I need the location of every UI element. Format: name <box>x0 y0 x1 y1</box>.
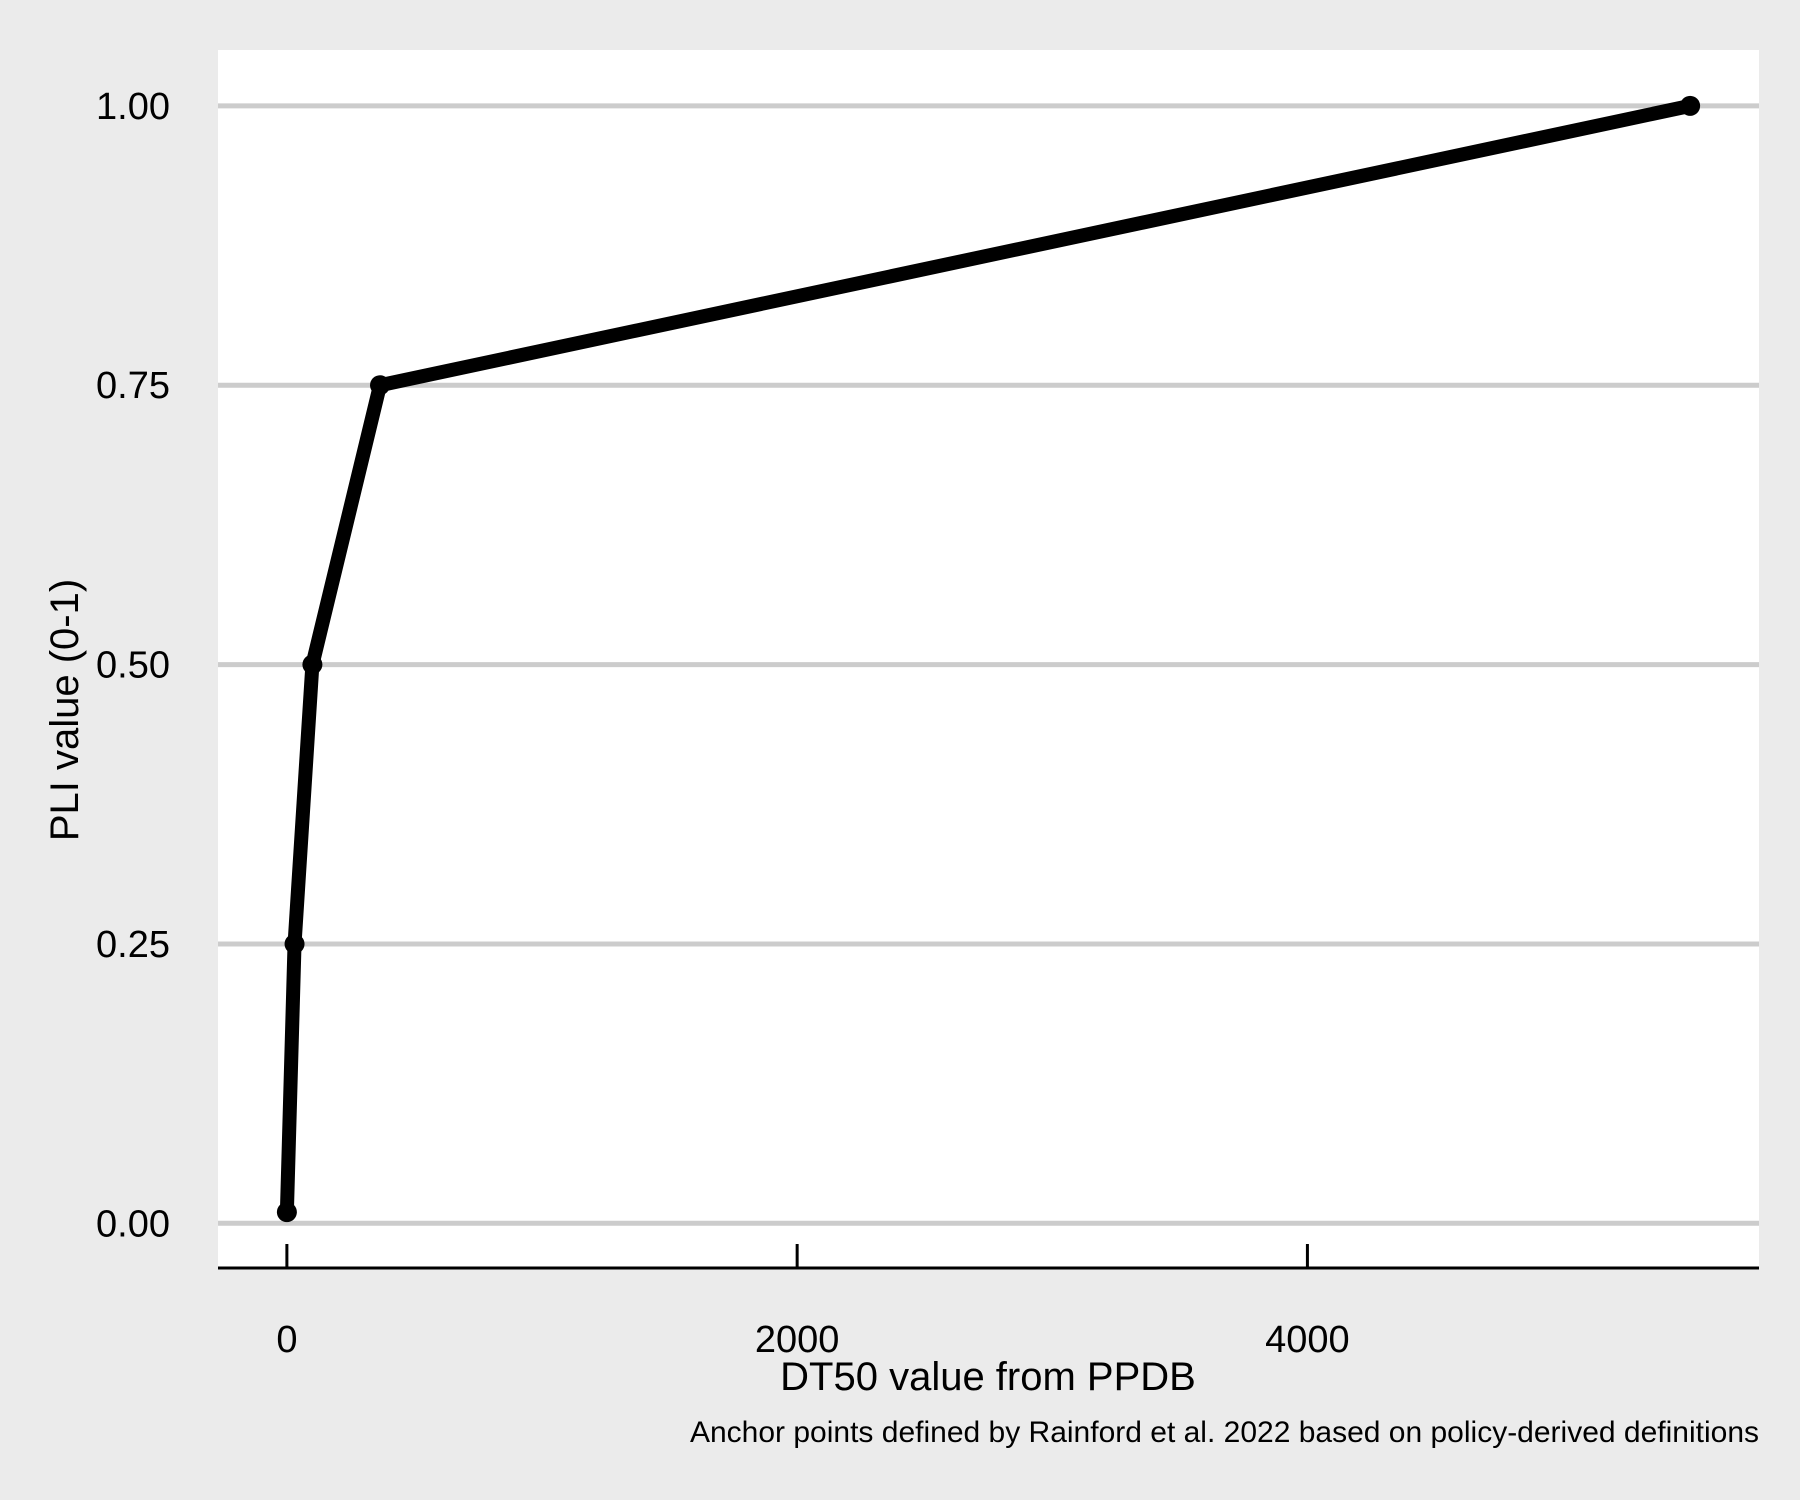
chart-caption: Anchor points defined by Rainford et al.… <box>690 1416 1759 1449</box>
y-axis-tick-labels: 0.00 0.25 0.50 0.75 1.00 <box>96 86 170 1245</box>
data-point <box>302 654 323 675</box>
y-tick-label: 0.75 <box>96 365 170 407</box>
x-axis-tick-labels: 0 2000 4000 <box>276 1319 1349 1361</box>
x-tick-label: 4000 <box>1265 1319 1350 1361</box>
x-tick-label: 2000 <box>755 1319 840 1361</box>
y-tick-label: 1.00 <box>96 86 170 128</box>
y-tick-label: 0.50 <box>96 645 170 687</box>
data-series <box>276 95 1701 1223</box>
data-point <box>276 1202 297 1223</box>
plot-panel <box>218 50 1759 1268</box>
x-axis-title: DT50 value from PPDB <box>780 1355 1196 1399</box>
data-point <box>284 933 305 954</box>
y-tick-label: 0.25 <box>96 924 170 966</box>
grid-lines <box>218 103 1759 1226</box>
y-tick-label: 0.00 <box>96 1203 170 1245</box>
x-axis <box>218 1244 1759 1270</box>
data-point <box>1680 95 1701 116</box>
data-point <box>370 375 391 396</box>
x-tick-label: 0 <box>276 1319 297 1361</box>
y-axis-title: PLI value (0-1) <box>43 579 87 841</box>
